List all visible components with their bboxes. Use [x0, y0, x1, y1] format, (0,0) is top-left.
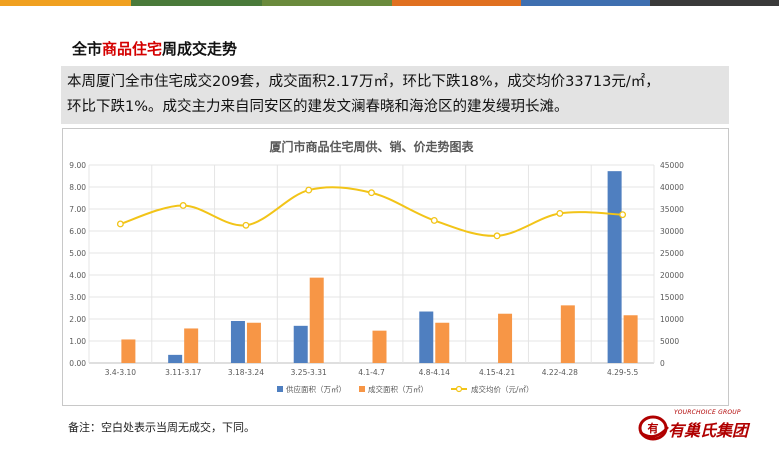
summary-box: 本周厦门全市住宅成交209套，成交面积2.17万㎡，环比下跌18%，成交均价33… [61, 66, 729, 124]
y-right-tick-label: 15000 [660, 293, 684, 302]
logo-english-name: YOURCHOICE GROUP [674, 409, 741, 416]
y-right-tick-label: 30000 [660, 227, 684, 236]
footnote: 备注：空白处表示当周无成交，下同。 [68, 421, 255, 434]
y-right-tick-label: 25000 [660, 249, 684, 258]
logo-chinese-name: 有巢氏集团 [668, 421, 749, 440]
transaction-area-bar [121, 339, 136, 363]
heading-prefix: 全市 [72, 40, 103, 58]
average-price-point [179, 202, 187, 209]
y-left-tick-label: 4.00 [69, 271, 86, 280]
y-left-tick-label: 5.00 [69, 249, 86, 258]
top-bar-segment [131, 0, 262, 6]
y-right-tick-label: 20000 [660, 271, 684, 280]
x-tick-label: 3.18-3.24 [228, 368, 264, 377]
transaction-area-bar [309, 277, 324, 363]
y-right-tick-label: 45000 [660, 161, 684, 170]
average-price-point [430, 216, 438, 224]
y-right-tick-label: 5000 [660, 337, 679, 346]
nest-logo-icon: 有 [638, 415, 669, 441]
logo-mark-text: 有 [648, 421, 659, 435]
y-left-tick-label: 1.00 [69, 337, 86, 346]
transaction-area-bar [560, 305, 575, 363]
average-price-point [619, 211, 627, 219]
x-tick-label: 4.22-4.28 [542, 368, 578, 377]
average-price-point [493, 232, 501, 240]
transaction-area-bar [435, 322, 450, 363]
y-left-tick-label: 9.00 [69, 161, 86, 170]
top-bar-segment [0, 0, 131, 6]
top-color-bar [0, 0, 779, 6]
average-price-point [556, 209, 564, 217]
y-left-tick-label: 8.00 [69, 183, 86, 192]
y-left-tick-label: 0.00 [69, 359, 86, 368]
legend-label: 供应面积（万㎡） [286, 384, 346, 394]
summary-line-1: 本周厦门全市住宅成交209套，成交面积2.17万㎡，环比下跌18%，成交均价33… [67, 74, 660, 90]
chart-title: 厦门市商品住宅周供、销、价走势图表 [269, 139, 474, 154]
page-heading: 全市商品住宅周成交走势 [72, 38, 237, 59]
heading-highlight: 商品住宅 [102, 40, 163, 58]
y-left-tick-label: 7.00 [69, 205, 86, 214]
legend-swatch-transaction [359, 386, 365, 392]
x-tick-label: 3.25-3.31 [291, 368, 327, 377]
x-tick-label: 4.8-4.14 [419, 368, 451, 377]
transaction-area-bar [184, 328, 199, 363]
x-tick-label: 4.1-4.7 [358, 368, 385, 377]
legend-label: 成交面积（万㎡） [368, 384, 428, 394]
transaction-area-bar [498, 313, 513, 363]
legend-swatch-price-point [455, 385, 463, 393]
x-tick-label: 4.15-4.21 [479, 368, 515, 377]
supply-area-bar [230, 320, 245, 363]
top-bar-segment [392, 0, 521, 6]
y-right-tick-label: 0 [660, 359, 665, 368]
y-left-tick-label: 3.00 [69, 293, 86, 302]
heading-suffix: 周成交走势 [162, 40, 238, 58]
y-left-tick-label: 2.00 [69, 315, 86, 324]
supply-area-bar [293, 325, 308, 363]
average-price-point [242, 221, 250, 229]
average-price-point [368, 189, 375, 197]
top-bar-segment [650, 0, 779, 6]
top-bar-segment [521, 0, 650, 6]
transaction-area-bar [623, 315, 638, 363]
x-tick-label: 4.29-5.5 [607, 368, 639, 377]
supply-area-bar [168, 354, 183, 363]
chart-container: 厦门市商品住宅周供、销、价走势图表 0.00 1.00 2.00 3.00 4.00 5.0… [62, 128, 729, 406]
summary-line-2: 环比下跌1%。成交主力来自同安区的建发文澜春晓和海沧区的建发缦玥长滩。 [67, 99, 569, 115]
chart-svg: 厦门市商品住宅周供、销、价走势图表 0.00 1.00 2.00 3.00 4.00 5.0… [69, 139, 684, 394]
company-logo: 有 YOURCHOICE GROUP 有巢氏集团 [636, 409, 776, 445]
average-price-point [305, 186, 313, 194]
y-left-tick-label: 6.00 [69, 227, 86, 236]
transaction-area-bar [246, 322, 261, 363]
top-bar-segment [262, 0, 392, 6]
x-tick-label: 3.4-3.10 [105, 368, 137, 377]
supply-area-bar [419, 311, 434, 363]
transaction-area-bar [372, 330, 387, 363]
average-price-point [116, 220, 124, 228]
supply-area-bar [607, 171, 622, 363]
legend-label: 成交均价（元/㎡） [471, 384, 534, 394]
y-right-tick-label: 35000 [660, 205, 684, 214]
y-right-tick-label: 10000 [660, 315, 684, 324]
legend-swatch-supply [277, 386, 283, 392]
x-tick-label: 3.11-3.17 [165, 368, 201, 377]
y-right-tick-label: 40000 [660, 183, 684, 192]
